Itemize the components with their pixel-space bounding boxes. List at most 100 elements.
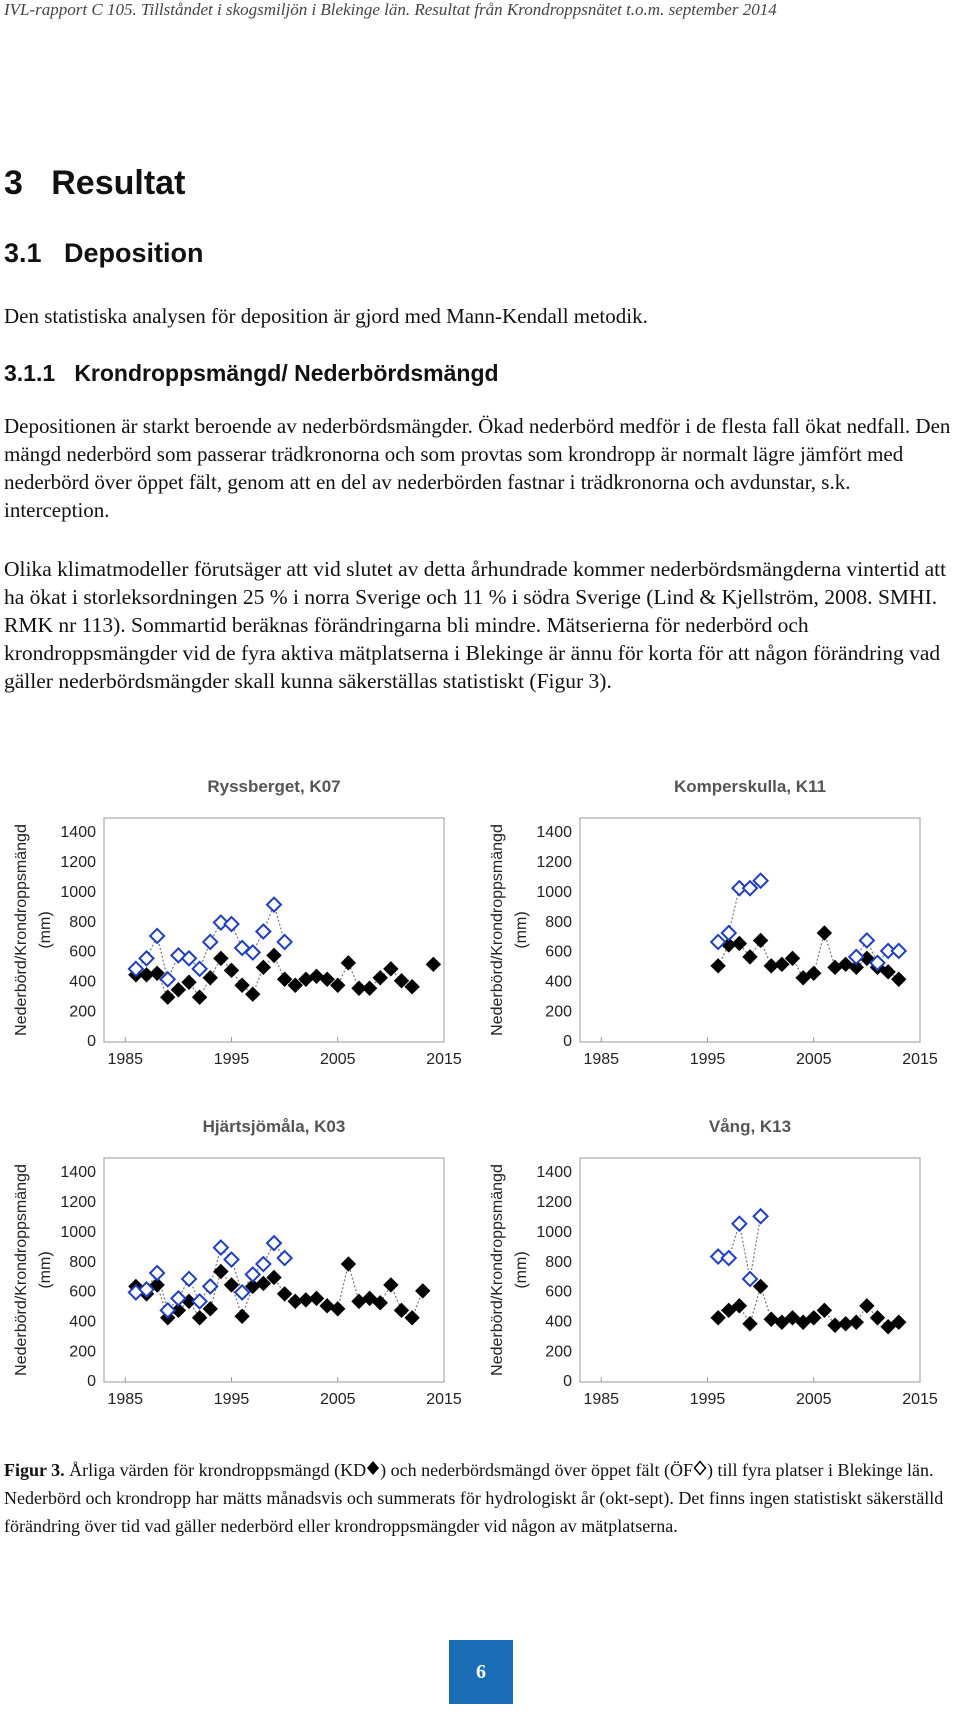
filled-marker xyxy=(361,1290,378,1307)
open-marker xyxy=(752,1207,770,1225)
filled-marker xyxy=(404,1310,420,1326)
running-header: IVL-rapport C 105. Tillståndet i skogsmi… xyxy=(4,0,777,19)
x-tick-label: 2015 xyxy=(902,1051,938,1068)
filled-marker xyxy=(287,977,303,993)
filled-marker xyxy=(425,956,442,973)
caption-label: Figur 3. xyxy=(4,1460,65,1480)
open-marker xyxy=(212,1239,230,1257)
y-tick-label: 600 xyxy=(545,944,572,961)
caption-text: ) till fyra platser i Blekinge län. Nede… xyxy=(4,1460,944,1536)
open-marker xyxy=(265,896,283,914)
open-marker xyxy=(709,1248,727,1265)
filled-marker xyxy=(276,1286,293,1302)
filled-marker xyxy=(319,971,335,987)
open-marker xyxy=(201,933,219,951)
filled-marker xyxy=(816,925,833,941)
open-marker xyxy=(752,872,770,890)
y-tick-label: 200 xyxy=(545,1003,572,1020)
open-marker xyxy=(741,879,759,897)
filled-marker xyxy=(742,949,758,965)
heading-2: 3.1 Deposition xyxy=(4,238,204,268)
filled-marker xyxy=(361,980,378,996)
x-tick-label: 1985 xyxy=(107,1391,143,1408)
y-tick-label: 600 xyxy=(545,1284,572,1301)
y-tick-label: 1200 xyxy=(60,1194,96,1211)
open-marker xyxy=(148,1264,166,1282)
filled-marker xyxy=(181,974,197,990)
filled-marker xyxy=(891,971,907,987)
filled-marker xyxy=(383,1277,399,1293)
y-axis-label: (mm) xyxy=(37,911,54,948)
open-marker xyxy=(138,949,155,967)
filled-marker xyxy=(731,1298,748,1314)
open-marker xyxy=(159,970,177,988)
filled-marker xyxy=(234,977,250,993)
y-tick-label: 1000 xyxy=(536,1224,572,1241)
open-marker xyxy=(223,915,240,933)
open-marker xyxy=(265,1234,283,1252)
x-tick-label: 2005 xyxy=(796,1051,832,1068)
filled-marker xyxy=(816,1302,833,1319)
filled-marker xyxy=(752,1278,769,1295)
y-tick-label: 600 xyxy=(69,944,96,961)
filled-diamond-icon xyxy=(367,1461,380,1475)
open-marker xyxy=(191,1292,209,1310)
x-tick-label: 2005 xyxy=(320,1391,356,1408)
filled-marker xyxy=(859,1298,875,1314)
page-number: 6 xyxy=(449,1640,513,1704)
y-tick-label: 1400 xyxy=(60,824,96,841)
filled-marker xyxy=(721,1302,737,1319)
x-tick-label: 1995 xyxy=(690,1391,726,1408)
filled-marker xyxy=(266,947,282,964)
caption-text: Årliga värden för krondroppsmängd (KD xyxy=(69,1460,367,1480)
open-marker xyxy=(709,933,727,951)
filled-marker xyxy=(170,982,187,998)
open-marker xyxy=(191,960,209,978)
filled-marker xyxy=(276,971,293,987)
open-marker xyxy=(233,1283,251,1301)
filled-marker xyxy=(255,1275,272,1292)
filled-marker xyxy=(340,955,357,971)
filled-marker xyxy=(383,961,399,977)
chart-title: Ryssberget, K07 xyxy=(207,777,340,796)
series-line xyxy=(718,1216,762,1280)
open-marker xyxy=(212,914,230,931)
open-marker xyxy=(890,942,908,960)
filled-marker xyxy=(774,956,790,973)
chart: Vång, K13 Nederbörd/Krondroppsmängd (mm) 0 2… xyxy=(489,1117,938,1408)
open-marker xyxy=(127,960,145,978)
plot-area xyxy=(103,817,445,1043)
x-tick-label: 2015 xyxy=(426,1051,462,1068)
filled-marker xyxy=(223,1277,240,1293)
filled-marker xyxy=(891,1314,907,1330)
open-marker xyxy=(720,1249,738,1267)
filled-marker xyxy=(202,970,218,986)
y-tick-label: 1400 xyxy=(536,824,572,841)
open-marker xyxy=(159,1301,177,1319)
open-marker xyxy=(276,1249,294,1267)
y-axis-label: (mm) xyxy=(513,911,530,948)
open-marker xyxy=(180,1270,198,1288)
y-axis-label: Nederbörd/Krondroppsmängd xyxy=(13,1164,30,1376)
filled-marker xyxy=(784,1310,801,1326)
y-tick-label: 800 xyxy=(545,914,572,931)
y-tick-label: 1200 xyxy=(536,1194,572,1211)
filled-marker xyxy=(806,1310,822,1326)
x-tick-label: 1995 xyxy=(214,1391,250,1408)
y-tick-label: 0 xyxy=(87,1373,96,1390)
x-tick-label: 2005 xyxy=(320,1051,356,1068)
x-tick-label: 1995 xyxy=(214,1051,250,1068)
y-axis-label: (mm) xyxy=(513,1251,530,1288)
y-tick-label: 1000 xyxy=(60,884,96,901)
heading-1: 3 Resultat xyxy=(4,164,186,202)
filled-marker xyxy=(404,979,420,995)
y-tick-label: 400 xyxy=(545,1313,572,1330)
filled-marker xyxy=(806,965,822,982)
filled-marker xyxy=(742,1316,758,1332)
filled-marker xyxy=(415,1283,431,1299)
x-tick-label: 1985 xyxy=(583,1051,619,1068)
y-tick-label: 0 xyxy=(563,1033,572,1050)
filled-marker xyxy=(149,965,165,982)
filled-marker xyxy=(784,950,801,967)
